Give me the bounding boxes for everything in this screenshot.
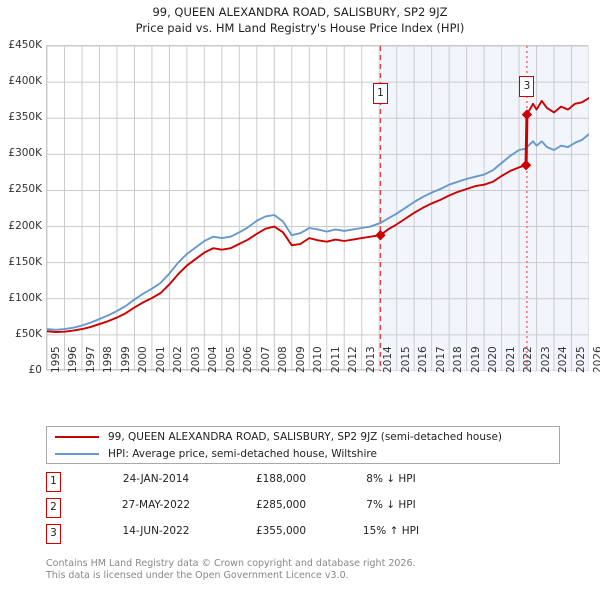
legend-swatch-hpi bbox=[55, 453, 99, 455]
x-axis-tick: 2021 bbox=[504, 346, 517, 373]
x-axis-tick: 2006 bbox=[242, 346, 255, 373]
y-axis-tick: £50K bbox=[15, 327, 42, 340]
transaction-price: £188,000 bbox=[255, 473, 307, 485]
y-axis-tick: £0 bbox=[28, 364, 42, 376]
transaction-date: 27-MAY-2022 bbox=[121, 499, 191, 511]
legend-label-price-paid: 99, QUEEN ALEXANDRA ROAD, SALISBURY, SP2… bbox=[108, 431, 503, 443]
x-axis-tick: 1997 bbox=[84, 346, 97, 373]
x-axis-tick: 1996 bbox=[67, 346, 80, 373]
title-subtitle: Price paid vs. HM Land Registry's House … bbox=[135, 21, 465, 35]
y-axis-tick: £350K bbox=[8, 111, 42, 124]
x-axis-tick: 2010 bbox=[312, 346, 325, 373]
legend-label-hpi: HPI: Average price, semi-detached house,… bbox=[108, 448, 377, 460]
x-axis-tick: 2001 bbox=[154, 346, 167, 373]
chart-legend: 99, QUEEN ALEXANDRA ROAD, SALISBURY, SP2… bbox=[46, 426, 560, 464]
x-axis-tick: 2003 bbox=[189, 346, 202, 373]
transaction-marker-3[interactable]: 3 bbox=[46, 524, 61, 544]
x-axis-tick: 2002 bbox=[172, 346, 185, 373]
title-address: 99, QUEEN ALEXANDRA ROAD, SALISBURY, SP2… bbox=[152, 5, 448, 19]
x-axis-tick: 2012 bbox=[347, 346, 360, 373]
footer-copyright: Contains HM Land Registry data © Crown c… bbox=[46, 558, 416, 569]
x-axis-tick: 2026 bbox=[592, 346, 600, 373]
transaction-price: £355,000 bbox=[255, 525, 307, 537]
x-axis-tick: 2018 bbox=[452, 346, 465, 373]
transaction-hpi-delta: 15% ↑ HPI bbox=[362, 525, 420, 537]
x-axis-tick: 2009 bbox=[294, 346, 307, 373]
x-axis-tick: 2011 bbox=[329, 346, 342, 373]
page-title: 99, QUEEN ALEXANDRA ROAD, SALISBURY, SP2… bbox=[0, 4, 600, 36]
transaction-date: 14-JUN-2022 bbox=[122, 525, 190, 537]
y-axis-tick: £250K bbox=[8, 183, 42, 196]
transaction-marker-2[interactable]: 2 bbox=[46, 498, 61, 518]
x-axis-tick: 2015 bbox=[399, 346, 412, 373]
legend-swatch-price-paid bbox=[55, 436, 99, 438]
footer-attribution: Contains HM Land Registry data © Crown c… bbox=[46, 558, 586, 582]
x-axis-tick: 2004 bbox=[207, 346, 220, 373]
legend-item-price-paid: 99, QUEEN ALEXANDRA ROAD, SALISBURY, SP2… bbox=[55, 429, 502, 445]
y-axis-tick: £150K bbox=[8, 255, 42, 268]
x-axis-tick: 2005 bbox=[224, 346, 237, 373]
transactions-table: 1 24-JAN-2014 £188,000 8% ↓ HPI 2 27-MAY… bbox=[46, 472, 560, 550]
x-axis-tick: 1998 bbox=[102, 346, 115, 373]
x-axis-tick: 2022 bbox=[522, 346, 535, 373]
x-axis-tick: 1999 bbox=[119, 346, 132, 373]
x-axis-tick: 2025 bbox=[574, 346, 587, 373]
table-row: 3 14-JUN-2022 £355,000 15% ↑ HPI bbox=[46, 524, 560, 550]
x-axis-tick: 2019 bbox=[469, 346, 482, 373]
x-axis-tick: 1995 bbox=[50, 346, 62, 373]
legend-item-hpi: HPI: Average price, semi-detached house,… bbox=[55, 446, 377, 462]
x-axis-tick: 2007 bbox=[259, 346, 272, 373]
x-axis-tick: 2008 bbox=[277, 346, 290, 373]
transaction-hpi-delta: 7% ↓ HPI bbox=[366, 499, 416, 511]
x-axis-tick: 2024 bbox=[557, 346, 570, 373]
transaction-price: £285,000 bbox=[255, 499, 307, 511]
x-axis-tick: 2000 bbox=[137, 346, 150, 373]
chart-callout-3[interactable]: 3 bbox=[519, 76, 535, 97]
footer-licence: This data is licensed under the Open Gov… bbox=[46, 570, 349, 581]
y-axis-tick: £100K bbox=[8, 291, 42, 304]
chart-callout-1[interactable]: 1 bbox=[372, 83, 388, 104]
table-row: 1 24-JAN-2014 £188,000 8% ↓ HPI bbox=[46, 472, 560, 498]
y-axis-tick: £450K bbox=[8, 39, 42, 51]
x-axis-tick: 2013 bbox=[364, 346, 377, 373]
x-axis-tick: 2014 bbox=[382, 346, 395, 373]
y-axis-tick: £400K bbox=[8, 75, 42, 88]
transaction-date: 24-JAN-2014 bbox=[122, 473, 190, 485]
x-axis-tick: 2023 bbox=[539, 346, 552, 373]
table-row: 2 27-MAY-2022 £285,000 7% ↓ HPI bbox=[46, 498, 560, 524]
chart-svg bbox=[47, 46, 589, 371]
x-axis-tick: 2017 bbox=[434, 346, 447, 373]
x-axis-tick: 2016 bbox=[417, 346, 430, 373]
transaction-hpi-delta: 8% ↓ HPI bbox=[366, 473, 416, 485]
y-axis-tick: £300K bbox=[8, 147, 42, 160]
y-axis-tick: £200K bbox=[8, 219, 42, 232]
x-axis-tick: 2020 bbox=[487, 346, 500, 373]
transaction-marker-1[interactable]: 1 bbox=[46, 472, 61, 492]
